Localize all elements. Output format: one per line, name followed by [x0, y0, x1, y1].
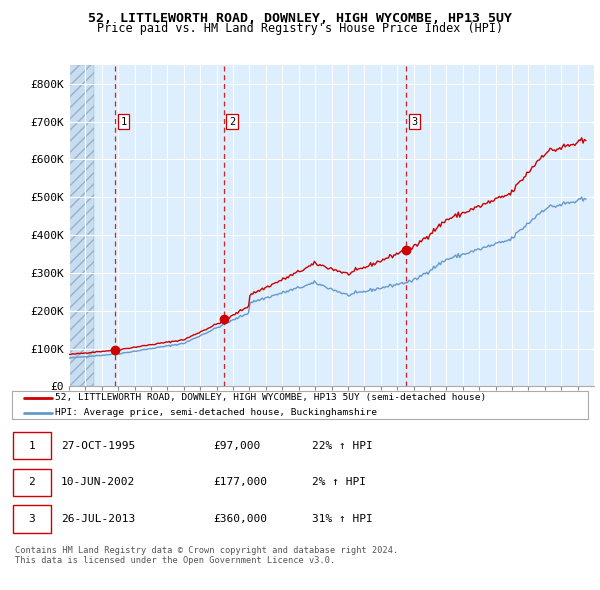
Text: 52, LITTLEWORTH ROAD, DOWNLEY, HIGH WYCOMBE, HP13 5UY (semi-detached house): 52, LITTLEWORTH ROAD, DOWNLEY, HIGH WYCO…	[55, 393, 487, 402]
Text: 1: 1	[121, 117, 127, 127]
FancyBboxPatch shape	[12, 391, 588, 419]
Text: 27-OCT-1995: 27-OCT-1995	[61, 441, 135, 451]
Text: 26-JUL-2013: 26-JUL-2013	[61, 514, 135, 524]
Text: 52, LITTLEWORTH ROAD, DOWNLEY, HIGH WYCOMBE, HP13 5UY: 52, LITTLEWORTH ROAD, DOWNLEY, HIGH WYCO…	[88, 12, 512, 25]
Text: 10-JUN-2002: 10-JUN-2002	[61, 477, 135, 487]
Text: 1: 1	[28, 441, 35, 451]
Text: HPI: Average price, semi-detached house, Buckinghamshire: HPI: Average price, semi-detached house,…	[55, 408, 377, 417]
Bar	[69, 65, 94, 386]
Text: Price paid vs. HM Land Registry's House Price Index (HPI): Price paid vs. HM Land Registry's House …	[97, 22, 503, 35]
Text: 31% ↑ HPI: 31% ↑ HPI	[311, 514, 372, 524]
Text: 3: 3	[28, 514, 35, 524]
Text: 22% ↑ HPI: 22% ↑ HPI	[311, 441, 372, 451]
Text: £97,000: £97,000	[214, 441, 261, 451]
Text: £177,000: £177,000	[214, 477, 268, 487]
Bar	[69, 65, 94, 386]
Text: 2: 2	[28, 477, 35, 487]
FancyBboxPatch shape	[13, 505, 50, 533]
Text: £360,000: £360,000	[214, 514, 268, 524]
Text: 3: 3	[411, 117, 418, 127]
FancyBboxPatch shape	[13, 432, 50, 459]
FancyBboxPatch shape	[13, 468, 50, 496]
Text: 2: 2	[229, 117, 235, 127]
Text: Contains HM Land Registry data © Crown copyright and database right 2024.
This d: Contains HM Land Registry data © Crown c…	[15, 546, 398, 565]
Text: 2% ↑ HPI: 2% ↑ HPI	[311, 477, 365, 487]
